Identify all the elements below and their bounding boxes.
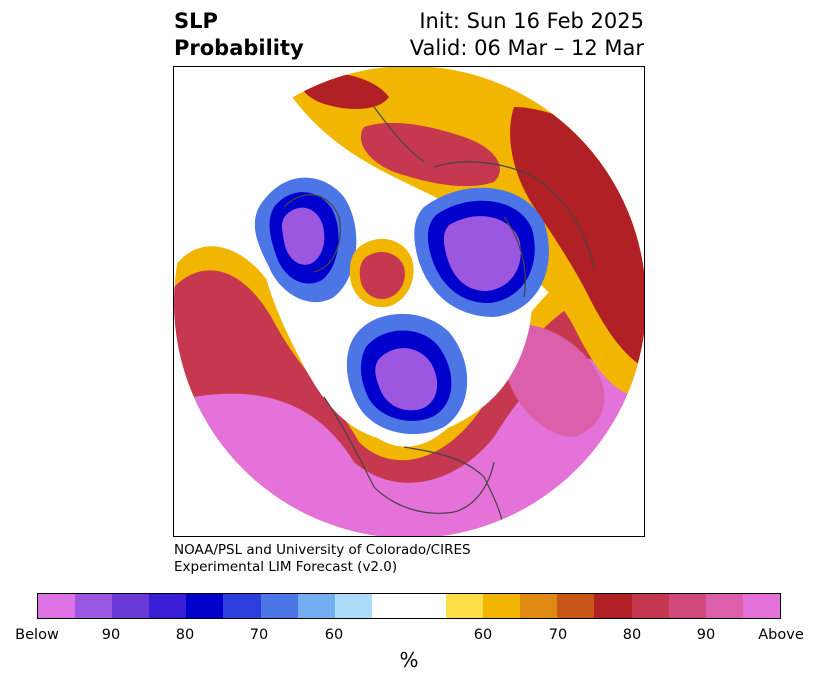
atlantic-above-core: [504, 324, 605, 437]
map-canvas: [174, 67, 644, 536]
valid-range: Valid: 06 Mar – 12 Mar: [409, 36, 644, 60]
coastlines: [283, 106, 595, 536]
greenland-below-core: [282, 207, 325, 265]
title-type: Probability: [174, 36, 304, 60]
colorbar-segment: [334, 594, 372, 618]
init-date: Init: Sun 16 Feb 2025: [419, 9, 644, 33]
colorbar-tick-label: 60: [473, 627, 493, 643]
credit-line1: NOAA/PSL and University of Colorado/CIRE…: [174, 542, 471, 558]
colorbar-segment: [594, 594, 632, 618]
colorbar-segment: [631, 594, 669, 618]
colorbar-segment: [742, 594, 780, 618]
colorbar-segment: [483, 594, 521, 618]
arctic-above: [359, 252, 405, 300]
colorbar-tick-label: 80: [622, 627, 642, 643]
colorbar-segment: [557, 594, 595, 618]
colorbar-tick-label: 80: [175, 627, 195, 643]
colorbar-segment: [371, 594, 409, 618]
colorbar-segment: [260, 594, 298, 618]
colorbar-unit: %: [399, 648, 419, 672]
colorbar-segment: [186, 594, 224, 618]
colorbar-segment: [297, 594, 335, 618]
colorbar-tick-label: 90: [696, 627, 716, 643]
colorbar-tick-label: 90: [101, 627, 121, 643]
credit-text: NOAA/PSL and University of Colorado/CIRE…: [174, 542, 471, 576]
colorbar-segment: [149, 594, 187, 618]
colorbar-segment: [112, 594, 150, 618]
colorbar-segment: [408, 594, 447, 618]
colorbar-segment: [38, 594, 76, 618]
title-variable: SLP: [174, 9, 218, 33]
colorbar-tick-label: Below: [15, 627, 59, 643]
colorbar-segment: [705, 594, 743, 618]
colorbar-segment: [520, 594, 558, 618]
scandinavia-above: [360, 122, 500, 187]
colorbar-segment: [446, 594, 484, 618]
probability-map: [173, 66, 645, 537]
colorbar-tick-label: 70: [249, 627, 269, 643]
colorbar-segment: [668, 594, 706, 618]
colorbar-tick-label: 60: [324, 627, 344, 643]
map-title: SLP Probability: [174, 8, 304, 62]
kara-below-core: [443, 216, 521, 291]
colorbar-segment: [223, 594, 261, 618]
colorbar-segment: [75, 594, 113, 618]
bering-below-core: [375, 348, 438, 411]
forecast-dates: Init: Sun 16 Feb 2025 Valid: 06 Mar – 12…: [410, 8, 644, 62]
credit-line2: Experimental LIM Forecast (v2.0): [174, 559, 398, 575]
colorbar-tick-label: 70: [548, 627, 568, 643]
colorbar: [37, 593, 781, 619]
colorbar-tick-label: Above: [758, 627, 804, 643]
